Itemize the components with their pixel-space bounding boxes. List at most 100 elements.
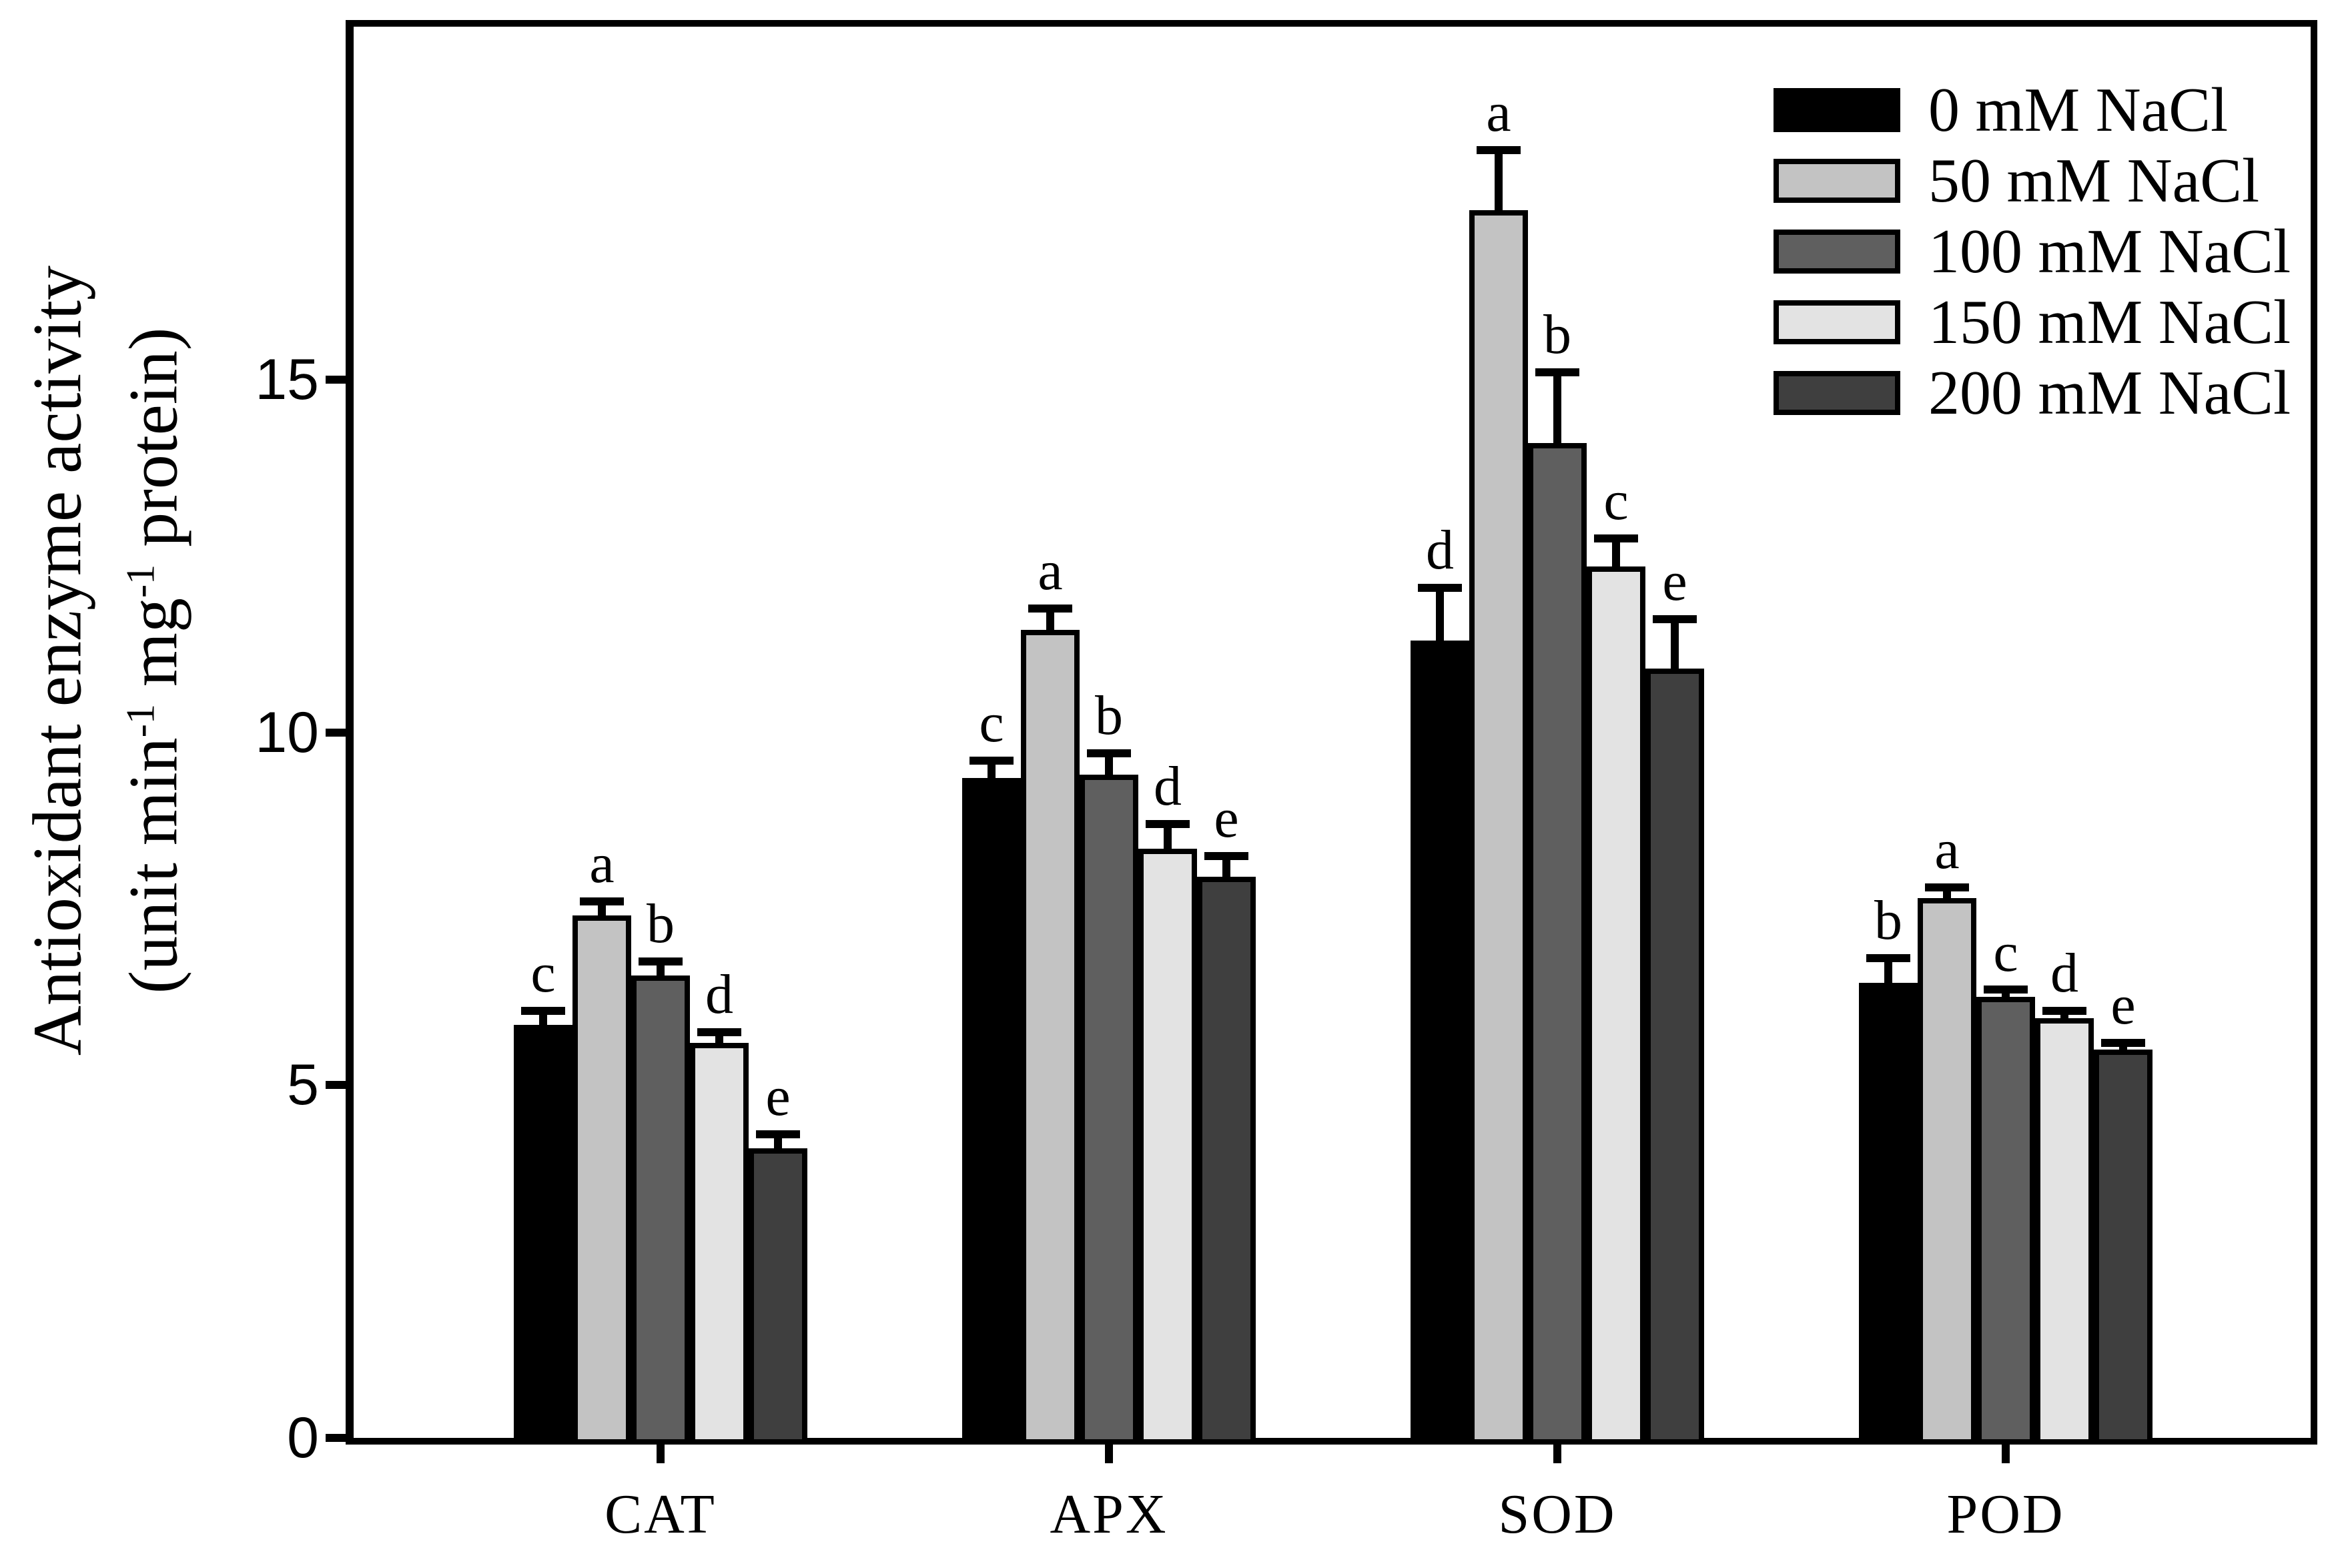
category-label: CAT (605, 1483, 717, 1545)
bar-apx-100-mM-NaCl (1080, 774, 1138, 1445)
error-bar-whisker (774, 1134, 782, 1153)
x-tick-mark (2002, 1445, 2010, 1463)
legend-swatch-200-mM-NaCl (1774, 371, 1900, 415)
error-bar-cap (1418, 583, 1462, 592)
significance-letter: c (530, 942, 556, 1005)
superscript-minus-one: -1 (118, 564, 163, 599)
significance-letter: b (1874, 889, 1902, 951)
x-tick-mark (1105, 1445, 1113, 1463)
legend-swatch-100-mM-NaCl (1774, 230, 1900, 274)
error-bar-cap (2042, 1007, 2086, 1016)
x-tick-mark (1553, 1445, 1561, 1463)
legend-label: 200 mM NaCl (1928, 358, 2291, 428)
legend-label: 150 mM NaCl (1928, 288, 2291, 357)
error-bar-cap (697, 1028, 741, 1036)
significance-letter: c (1993, 921, 2018, 984)
significance-letter: c (1603, 469, 1629, 532)
bar-cat-150-mM-NaCl (690, 1042, 749, 1445)
error-bar-whisker (1612, 538, 1620, 570)
y-tick-mark (326, 1081, 346, 1090)
error-bar-whisker (1553, 372, 1561, 447)
bar-sod-150-mM-NaCl (1587, 566, 1645, 1445)
error-bar-whisker (1436, 587, 1444, 645)
bar-cat-50-mM-NaCl (572, 915, 631, 1445)
legend-swatch-150-mM-NaCl (1774, 300, 1900, 344)
y-tick-mark (326, 728, 346, 737)
legend-swatch-0-mM-NaCl (1774, 88, 1900, 132)
error-bar-whisker (1671, 619, 1679, 673)
error-bar-whisker (539, 1011, 547, 1030)
significance-letter: a (1038, 540, 1063, 603)
category-label: SOD (1498, 1483, 1617, 1545)
error-bar-whisker (1105, 753, 1113, 779)
error-bar-cap (1984, 986, 2028, 994)
error-bar-cap (1028, 605, 1072, 613)
significance-letter: d (2050, 942, 2078, 1005)
error-bar-whisker (1046, 609, 1054, 635)
error-bar-cap (521, 1007, 565, 1016)
error-bar-whisker (657, 961, 665, 980)
error-bar-cap (1146, 819, 1190, 828)
y-axis-title-line1: Antioxidant enzyme activity (19, 265, 96, 1056)
error-bar-cap (1204, 851, 1248, 860)
error-bar-cap (1866, 953, 1910, 962)
significance-letter: e (1662, 550, 1687, 613)
bar-pod-150-mM-NaCl (2035, 1018, 2094, 1445)
error-bar-cap (639, 957, 683, 966)
bar-pod-0-mM-NaCl (1859, 982, 1918, 1445)
bar-apx-0-mM-NaCl (962, 778, 1021, 1445)
significance-letter: d (1426, 518, 1454, 581)
error-bar-whisker (598, 901, 606, 920)
error-bar-whisker (1884, 957, 1892, 987)
bar-sod-100-mM-NaCl (1528, 442, 1587, 1445)
significance-letter: e (2110, 973, 2136, 1036)
y-tick-mark (326, 1434, 346, 1442)
superscript-minus-one: -1 (118, 703, 163, 738)
significance-letter: b (647, 893, 675, 955)
bar-sod-50-mM-NaCl (1469, 210, 1528, 1445)
error-bar-whisker (1222, 855, 1230, 881)
x-tick-mark (657, 1445, 665, 1463)
y-tick-mark (326, 375, 346, 384)
error-bar-whisker (1164, 823, 1172, 853)
significance-letter: a (589, 833, 615, 895)
error-bar-cap (1594, 534, 1638, 542)
error-bar-cap (1087, 749, 1131, 758)
bar-sod-200-mM-NaCl (1645, 669, 1704, 1445)
significance-letter: d (1154, 755, 1182, 817)
significance-letter: e (1214, 787, 1239, 849)
significance-letter: d (705, 963, 733, 1026)
significance-letter: b (1095, 685, 1123, 747)
error-bar-whisker (1495, 150, 1503, 214)
bar-pod-200-mM-NaCl (2094, 1050, 2153, 1445)
significance-letter: a (1486, 81, 1511, 144)
legend-label: 100 mM NaCl (1928, 217, 2291, 286)
bar-cat-0-mM-NaCl (514, 1025, 572, 1445)
y-tick-label: 10 (255, 700, 319, 765)
error-bar-cap (1477, 146, 1521, 155)
error-bar-cap (1535, 368, 1579, 377)
bar-pod-100-mM-NaCl (1976, 997, 2035, 1445)
significance-letter: a (1934, 819, 1960, 881)
bar-pod-50-mM-NaCl (1918, 898, 1976, 1445)
y-tick-label: 15 (255, 347, 319, 412)
legend-label: 0 mM NaCl (1928, 75, 2229, 145)
legend-swatch-50-mM-NaCl (1774, 159, 1900, 203)
category-label: APX (1050, 1483, 1168, 1545)
bar-cat-100-mM-NaCl (631, 975, 690, 1445)
significance-letter: e (765, 1066, 791, 1128)
bar-apx-50-mM-NaCl (1021, 630, 1080, 1445)
significance-letter: c (979, 691, 1004, 754)
error-bar-cap (756, 1130, 800, 1139)
y-tick-label: 5 (287, 1053, 319, 1118)
error-bar-cap (2101, 1038, 2145, 1047)
bar-cat-200-mM-NaCl (749, 1148, 807, 1445)
error-bar-cap (1653, 615, 1697, 624)
error-bar-cap (969, 756, 1014, 765)
bar-sod-0-mM-NaCl (1411, 641, 1469, 1445)
error-bar-cap (580, 897, 624, 906)
significance-letter: b (1543, 304, 1571, 366)
bar-apx-150-mM-NaCl (1138, 848, 1197, 1445)
legend-label: 50 mM NaCl (1928, 146, 2260, 216)
